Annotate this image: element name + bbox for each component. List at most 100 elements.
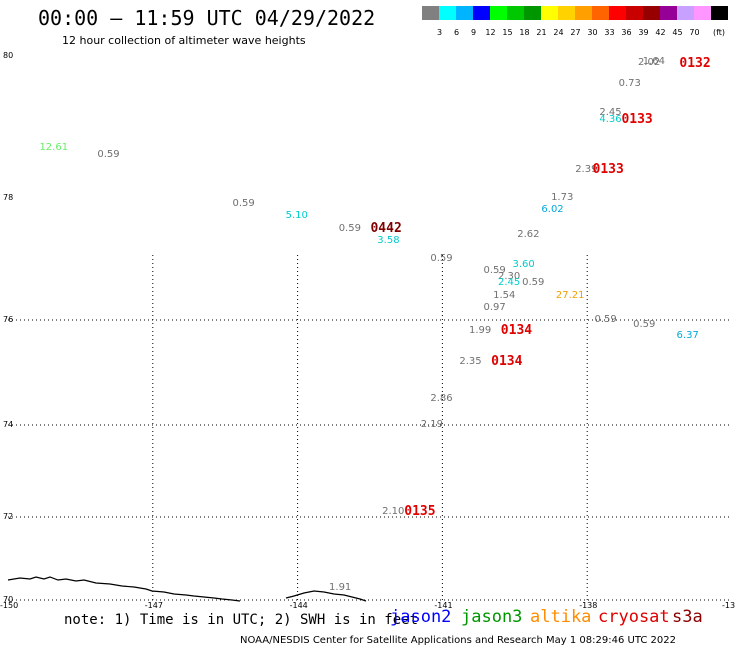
wave-height-label: 4.36 — [599, 113, 622, 125]
color-scale-label: 18 — [519, 28, 530, 37]
color-swatch — [575, 6, 592, 20]
color-scale-label: 9 — [470, 28, 477, 37]
wave-height-label: 1.99 — [469, 324, 492, 336]
wave-height-label: 2.30 — [497, 271, 521, 283]
wave-height-label: 0.97 — [483, 301, 506, 313]
wave-height-label: 2.45 — [599, 106, 622, 118]
longitude-label: -150 — [0, 601, 19, 610]
color-scale-label: 6 — [453, 28, 460, 37]
color-swatch — [677, 6, 694, 20]
color-swatch — [422, 6, 439, 20]
latitude-label: 70 — [3, 595, 14, 604]
footnote: note: 1) Time is in UTC; 2) SWH is in fe… — [64, 612, 419, 628]
color-scale-label: 21 — [536, 28, 547, 37]
color-swatch — [524, 6, 541, 20]
wave-height-label: 27.21 — [555, 289, 585, 301]
latitude-label: 78 — [3, 193, 14, 202]
color-scale-label: 39 — [638, 28, 649, 37]
color-scale-label: 24 — [553, 28, 564, 37]
wave-height-label: 2.19 — [420, 419, 443, 430]
color-scale-label: 70 — [689, 28, 700, 37]
wave-height-label: 2.86 — [430, 392, 453, 404]
color-swatch — [643, 6, 660, 20]
latitude-label: 80 — [3, 51, 14, 60]
wave-height-label: 2.02 — [637, 57, 661, 69]
color-swatch — [609, 6, 626, 20]
color-swatch — [626, 6, 643, 20]
color-scale-label: 33 — [604, 28, 615, 37]
wave-height-label: 0.59 — [522, 277, 545, 289]
pass-time-label: 0135 — [404, 504, 436, 520]
wave-height-label: 2.35 — [459, 356, 482, 367]
color-swatch — [439, 6, 456, 20]
coastline-east — [285, 590, 367, 602]
legend-s3a: s3a — [672, 607, 703, 627]
wave-height-label: 0.59 — [232, 198, 255, 210]
color-swatch — [660, 6, 677, 20]
wave-height-label: 3.58 — [377, 234, 400, 246]
latitude-label: 74 — [3, 420, 14, 429]
color-scale-label: 36 — [621, 28, 632, 37]
color-swatch — [592, 6, 609, 20]
page-title: 00:00 – 11:59 UTC 04/29/2022 — [38, 6, 376, 30]
longitude-label: -141 — [434, 601, 453, 610]
color-scale-label: 12 — [485, 28, 496, 37]
wave-height-label: 1.54 — [493, 289, 516, 301]
credit-line: NOAA/NESDIS Center for Satellite Applica… — [240, 635, 676, 646]
pass-time-label: 0133 — [592, 161, 624, 177]
pass-time-label: 0134 — [500, 322, 533, 338]
page-subtitle: 12 hour collection of altimeter wave hei… — [62, 34, 306, 47]
wave-height-label: 0.59 — [338, 222, 361, 234]
pass-time-label: 0133 — [621, 111, 653, 127]
color-scale-label: 30 — [587, 28, 598, 37]
wave-height-label: 2.45 — [497, 277, 521, 289]
coastline — [7, 576, 367, 602]
wave-height-label: 1.91 — [329, 581, 352, 593]
wave-height-label: 6.37 — [676, 329, 699, 341]
color-swatch — [507, 6, 524, 20]
color-scale-label: 42 — [655, 28, 666, 37]
wave-height-label: 3.60 — [512, 259, 535, 271]
latitude-label: 72 — [3, 512, 14, 521]
map-grid — [8, 255, 732, 601]
legend-jason2: jason2 — [390, 607, 452, 627]
wave-height-label: 2.39 — [575, 163, 598, 175]
color-swatch — [541, 6, 558, 20]
color-scale-label: 15 — [502, 28, 513, 37]
wave-height-label: 2.10 — [382, 506, 405, 518]
legend-jason3: jason3 — [461, 607, 523, 627]
pass-time-label: 0442 — [370, 220, 402, 236]
longitude-label: -138 — [579, 601, 598, 610]
wave-height-label: 6.02 — [541, 204, 564, 216]
wave-height-label: 0.73 — [618, 78, 641, 90]
latitude-label: 76 — [3, 315, 14, 324]
coastline-west — [7, 576, 241, 602]
legend-cryosat: cryosat — [598, 607, 670, 627]
legend-altika: altika — [530, 607, 592, 627]
pass-time-label: 0134 — [491, 354, 523, 369]
wave-height-label: 5.10 — [285, 210, 308, 222]
color-scale-label: 3 — [436, 28, 443, 37]
wave-height-label: 2.62 — [517, 228, 540, 240]
color-swatch — [490, 6, 507, 20]
wave-height-label: 12.61 — [39, 142, 69, 154]
wave-height-label: 0.59 — [633, 319, 656, 331]
color-swatch — [558, 6, 575, 20]
longitude-label: -13 — [722, 601, 736, 610]
color-swatch — [456, 6, 473, 20]
color-scale-label: 27 — [570, 28, 581, 37]
color-scale-label: 45 — [672, 28, 683, 37]
longitude-label: -147 — [144, 601, 163, 610]
wave-height-label: 0.59 — [97, 149, 120, 161]
color-swatch — [473, 6, 490, 20]
longitude-label: -144 — [289, 601, 308, 610]
color-scale-unit: (ft) — [712, 28, 726, 37]
wave-height-label: 0.59 — [430, 253, 453, 264]
wave-height-label: 0.59 — [483, 265, 506, 277]
color-swatch — [694, 6, 711, 20]
color-swatch — [711, 6, 728, 20]
pass-time-label: 0132 — [679, 56, 711, 71]
wave-height-label: 0.59 — [594, 314, 617, 325]
wave-height-label: 1.73 — [551, 192, 574, 203]
